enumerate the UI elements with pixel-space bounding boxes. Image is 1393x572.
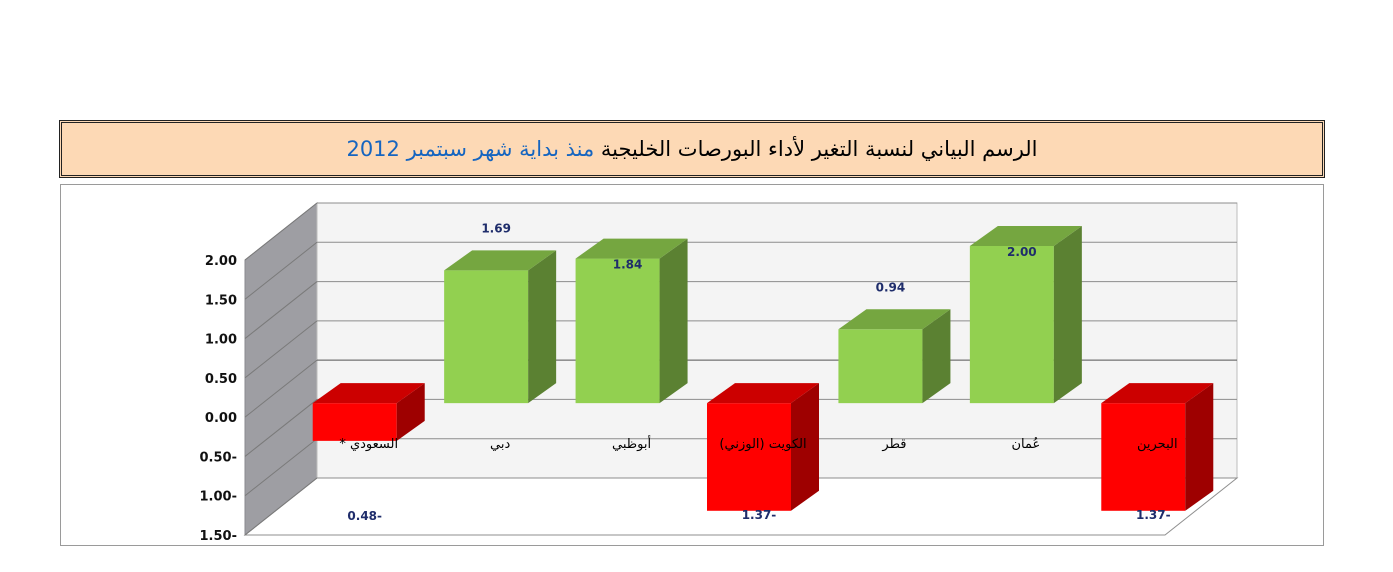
- bar-side: [659, 238, 688, 404]
- chart-title: الرسم البياني لنسبة التغير لأداء البورصا…: [346, 137, 1037, 161]
- bar: [707, 383, 819, 511]
- bar-top: [575, 238, 688, 259]
- bar: [312, 383, 425, 441]
- category-label: عُمان: [1011, 436, 1040, 452]
- category-label: البحرين: [1137, 437, 1178, 452]
- chart-title-main: الرسم البياني لنسبة التغير لأداء البورصا…: [600, 137, 1038, 161]
- bar: [838, 309, 951, 404]
- y-tick-label: 0.00: [205, 411, 237, 426]
- y-tick-label: 1.00-: [200, 490, 237, 505]
- y-tick-label: 1.50: [205, 293, 237, 308]
- bar-top: [444, 250, 557, 271]
- data-label: 2.00: [1007, 245, 1037, 259]
- category-label: أبوظبي: [612, 435, 651, 452]
- chart-title-box: الرسم البياني لنسبة التغير لأداء البورصا…: [59, 120, 1325, 178]
- category-label: السعودي *: [339, 437, 398, 452]
- bar-top: [1101, 383, 1214, 404]
- bar: [444, 250, 557, 404]
- bar-front: [312, 403, 397, 441]
- data-label: 1.37-: [1136, 508, 1171, 522]
- bar-front: [575, 258, 660, 404]
- gridline-side: [244, 202, 318, 261]
- gridline-side: [244, 320, 318, 379]
- bar-front: [444, 270, 529, 404]
- category-label: دبي: [490, 437, 510, 452]
- bar-top: [312, 383, 425, 404]
- chart-title-accent: منذ بداية شهر سبتمبر 2012: [346, 137, 595, 161]
- bar-top: [707, 383, 819, 404]
- y-tick-label: 2.00: [205, 254, 237, 269]
- bar-side: [528, 250, 557, 404]
- category-label: قطر: [881, 437, 906, 452]
- data-label: 0.48-: [347, 509, 382, 523]
- bar-side: [1185, 383, 1214, 511]
- bar-front: [1101, 403, 1186, 511]
- gridline-side: [244, 438, 318, 497]
- data-label: 1.84: [613, 258, 643, 272]
- bar-front: [969, 246, 1054, 404]
- bar-top: [969, 226, 1082, 246]
- y-tick-label: 0.50: [205, 372, 237, 387]
- gridline-side: [244, 477, 318, 536]
- bar-side: [791, 383, 819, 511]
- category-label: الكويت (الوزني): [719, 437, 806, 452]
- bar: [969, 226, 1082, 404]
- bar-side: [396, 383, 425, 441]
- gridline-side: [244, 281, 318, 339]
- gridline-side: [244, 399, 318, 457]
- bar-side: [1053, 226, 1082, 404]
- bar: [575, 238, 688, 404]
- data-label: 0.94: [876, 280, 906, 294]
- y-tick-label: 1.50-: [200, 529, 237, 544]
- y-tick-label: 1.00: [205, 333, 237, 348]
- gridline-side: [244, 241, 318, 300]
- bar-top: [838, 309, 951, 330]
- bar-side: [922, 309, 951, 404]
- data-label: 1.69: [481, 221, 511, 235]
- bar-front: [838, 329, 923, 404]
- bar: [1101, 383, 1214, 511]
- data-label: 1.37-: [742, 508, 777, 522]
- bar-front: [707, 403, 791, 511]
- y-tick-label: 0.50-: [200, 450, 237, 465]
- gridline-side: [244, 359, 318, 418]
